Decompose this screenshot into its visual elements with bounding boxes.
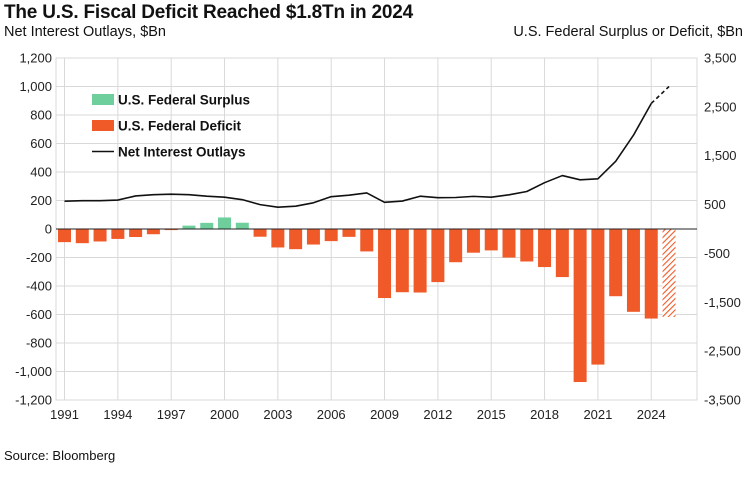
right-tick-label: -3,500 <box>704 393 741 408</box>
deficit-bar <box>342 229 356 237</box>
deficit-bar <box>253 229 267 237</box>
chart-title: The U.S. Fiscal Deficit Reached $1.8Tn i… <box>4 2 413 23</box>
left-tick-label: -1,200 <box>15 393 52 408</box>
left-axis-label: Net Interest Outlays, $Bn <box>4 24 166 40</box>
deficit-bar <box>75 229 89 244</box>
deficit-bar <box>146 229 160 235</box>
deficit-bar <box>289 229 303 250</box>
deficit-bar <box>164 229 178 231</box>
x-tick-label: 1991 <box>50 407 79 422</box>
deficit-bar <box>111 229 125 239</box>
source-note: Source: Bloomberg <box>4 448 116 463</box>
right-tick-label: -1,500 <box>704 295 741 310</box>
x-tick-label: 2009 <box>370 407 399 422</box>
interest-line-actual <box>64 103 652 208</box>
left-tick-label: 200 <box>30 193 52 208</box>
surplus-bar <box>218 217 232 229</box>
deficit-bar <box>324 229 338 242</box>
deficit-bar <box>591 229 605 365</box>
deficit-bar <box>360 229 374 252</box>
deficit-bar <box>555 229 569 278</box>
interest-line-projected <box>650 85 670 105</box>
right-axis-label: U.S. Federal Surplus or Deficit, $Bn <box>513 24 743 40</box>
x-tick-label: 2015 <box>477 407 506 422</box>
legend-label-surplus: U.S. Federal Surplus <box>118 93 250 108</box>
deficit-bar <box>129 229 143 238</box>
x-tick-label: 2003 <box>263 407 292 422</box>
legend-label-interest: Net Interest Outlays <box>118 145 246 160</box>
left-tick-label: 1,200 <box>19 51 52 66</box>
deficit-bar <box>626 229 640 312</box>
x-tick-label: 2024 <box>637 407 666 422</box>
surplus-bar <box>182 225 196 229</box>
surplus-bar <box>235 222 249 229</box>
deficit-bar <box>413 229 427 293</box>
left-tick-label: -400 <box>26 279 52 294</box>
left-tick-label: -200 <box>26 250 52 265</box>
deficit-bar <box>644 229 658 319</box>
legend-label-deficit: U.S. Federal Deficit <box>118 119 242 134</box>
x-tick-label: 1997 <box>157 407 186 422</box>
deficit-bar-projected <box>662 229 676 317</box>
right-tick-label: -2,500 <box>704 344 741 359</box>
right-tick-label: 500 <box>704 197 726 212</box>
deficit-bar <box>609 229 623 297</box>
x-tick-label: 2018 <box>530 407 559 422</box>
surplus-bar <box>200 222 214 229</box>
left-tick-label: 400 <box>30 165 52 180</box>
right-tick-label: 2,500 <box>704 99 737 114</box>
deficit-bar <box>466 229 480 253</box>
deficit-bar <box>431 229 445 283</box>
legend: U.S. Federal Surplus U.S. Federal Deficit… <box>92 93 250 160</box>
right-tick-label: 1,500 <box>704 148 737 163</box>
x-axis-ticks: 1991 1994 1997 2000 2003 2006 2009 2012 2015 2018… <box>50 407 666 422</box>
x-tick-label: 2006 <box>317 407 346 422</box>
left-tick-label: -800 <box>26 336 52 351</box>
left-tick-label: 800 <box>30 108 52 123</box>
deficit-bar <box>484 229 498 251</box>
deficit-bar <box>271 229 285 248</box>
left-tick-label: -1,000 <box>15 364 52 379</box>
left-tick-label: 0 <box>45 222 52 237</box>
deficit-bar <box>378 229 392 299</box>
deficit-bar <box>449 229 463 263</box>
left-axis-ticks: 1,200 1,000 800 600 400 200 0 -200 -400 -600 -800 -… <box>15 51 52 408</box>
deficit-bar <box>93 229 107 242</box>
deficit-bar <box>573 229 587 383</box>
right-tick-label: 3,500 <box>704 51 737 66</box>
x-tick-label: 2000 <box>210 407 239 422</box>
x-tick-label: 1994 <box>103 407 132 422</box>
left-tick-label: -600 <box>26 307 52 322</box>
bar-series <box>58 217 676 383</box>
deficit-bar <box>58 229 71 243</box>
legend-swatch-surplus <box>92 94 114 105</box>
interest-line <box>64 85 670 208</box>
right-axis-ticks: 3,500 2,500 1,500 500 -500 -1,500 -2,500 -3,500 <box>704 51 741 408</box>
left-tick-label: 1,000 <box>19 79 52 94</box>
deficit-bar <box>538 229 552 268</box>
right-tick-label: -500 <box>704 246 730 261</box>
deficit-bar <box>502 229 516 258</box>
legend-swatch-deficit <box>92 120 114 131</box>
left-tick-label: 600 <box>30 136 52 151</box>
x-tick-label: 2021 <box>583 407 612 422</box>
deficit-bar <box>306 229 320 245</box>
deficit-bar <box>520 229 534 262</box>
deficit-bar <box>395 229 409 293</box>
x-tick-label: 2012 <box>423 407 452 422</box>
